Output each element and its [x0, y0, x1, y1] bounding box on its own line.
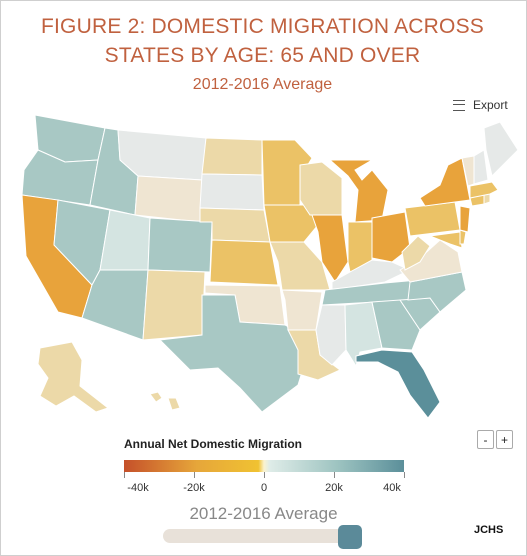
zoom-out-button[interactable]: - [477, 430, 494, 449]
legend-tick [264, 472, 265, 478]
state-ma[interactable] [469, 181, 499, 199]
state-fl[interactable] [355, 349, 441, 419]
legend-title: Annual Net Domestic Migration [124, 437, 303, 451]
menu-icon [453, 99, 465, 111]
state-ar[interactable] [281, 289, 323, 331]
state-ks[interactable] [209, 239, 279, 286]
state-nh[interactable] [473, 149, 489, 185]
export-label: Export [473, 98, 508, 112]
state-mi[interactable] [328, 159, 389, 223]
state-oh[interactable] [371, 211, 411, 263]
state-tx[interactable] [158, 294, 313, 413]
state-wi[interactable] [299, 161, 343, 216]
zoom-in-button[interactable]: + [496, 430, 513, 449]
zoom-controls: - + [477, 430, 513, 449]
chart-title: FIGURE 2: DOMESTIC MIGRATION ACROSS STAT… [41, 15, 484, 67]
legend-color-bar [124, 460, 404, 472]
legend-tick [124, 472, 125, 478]
chart-subtitle: 2012-2016 Average [192, 76, 333, 93]
state-wv[interactable] [401, 235, 431, 271]
state-ak[interactable] [37, 341, 110, 413]
export-button[interactable]: Export [453, 98, 508, 112]
legend-tick [404, 472, 405, 478]
state-ia[interactable] [263, 204, 319, 243]
state-hi[interactable] [149, 391, 181, 411]
state-me[interactable] [483, 121, 519, 177]
year-slider-track[interactable] [163, 529, 358, 543]
state-nd[interactable] [201, 137, 263, 176]
state-nm[interactable] [142, 269, 206, 341]
state-pa[interactable] [404, 201, 461, 237]
legend-tick-label: -40k [127, 482, 149, 494]
legend-tick-label: 0 [260, 482, 268, 494]
state-nj[interactable] [459, 205, 471, 233]
slider-label: 2012-2016 Average [189, 504, 338, 523]
legend-tick-label: -20k [183, 482, 205, 494]
credit-label: JCHS [474, 524, 504, 536]
legend-tick [194, 472, 195, 478]
state-ny[interactable] [419, 157, 471, 207]
state-az[interactable] [81, 269, 149, 341]
state-md[interactable] [428, 231, 463, 249]
legend-tick-label: 20k [325, 482, 343, 494]
legend-tick [334, 472, 335, 478]
state-de[interactable] [459, 229, 467, 245]
state-co[interactable] [147, 217, 213, 273]
state-wy[interactable] [134, 175, 203, 223]
state-ms[interactable] [315, 304, 347, 366]
legend-tick-label: 40k [383, 482, 401, 494]
year-slider-handle[interactable] [338, 525, 362, 549]
state-sd[interactable] [199, 173, 265, 211]
